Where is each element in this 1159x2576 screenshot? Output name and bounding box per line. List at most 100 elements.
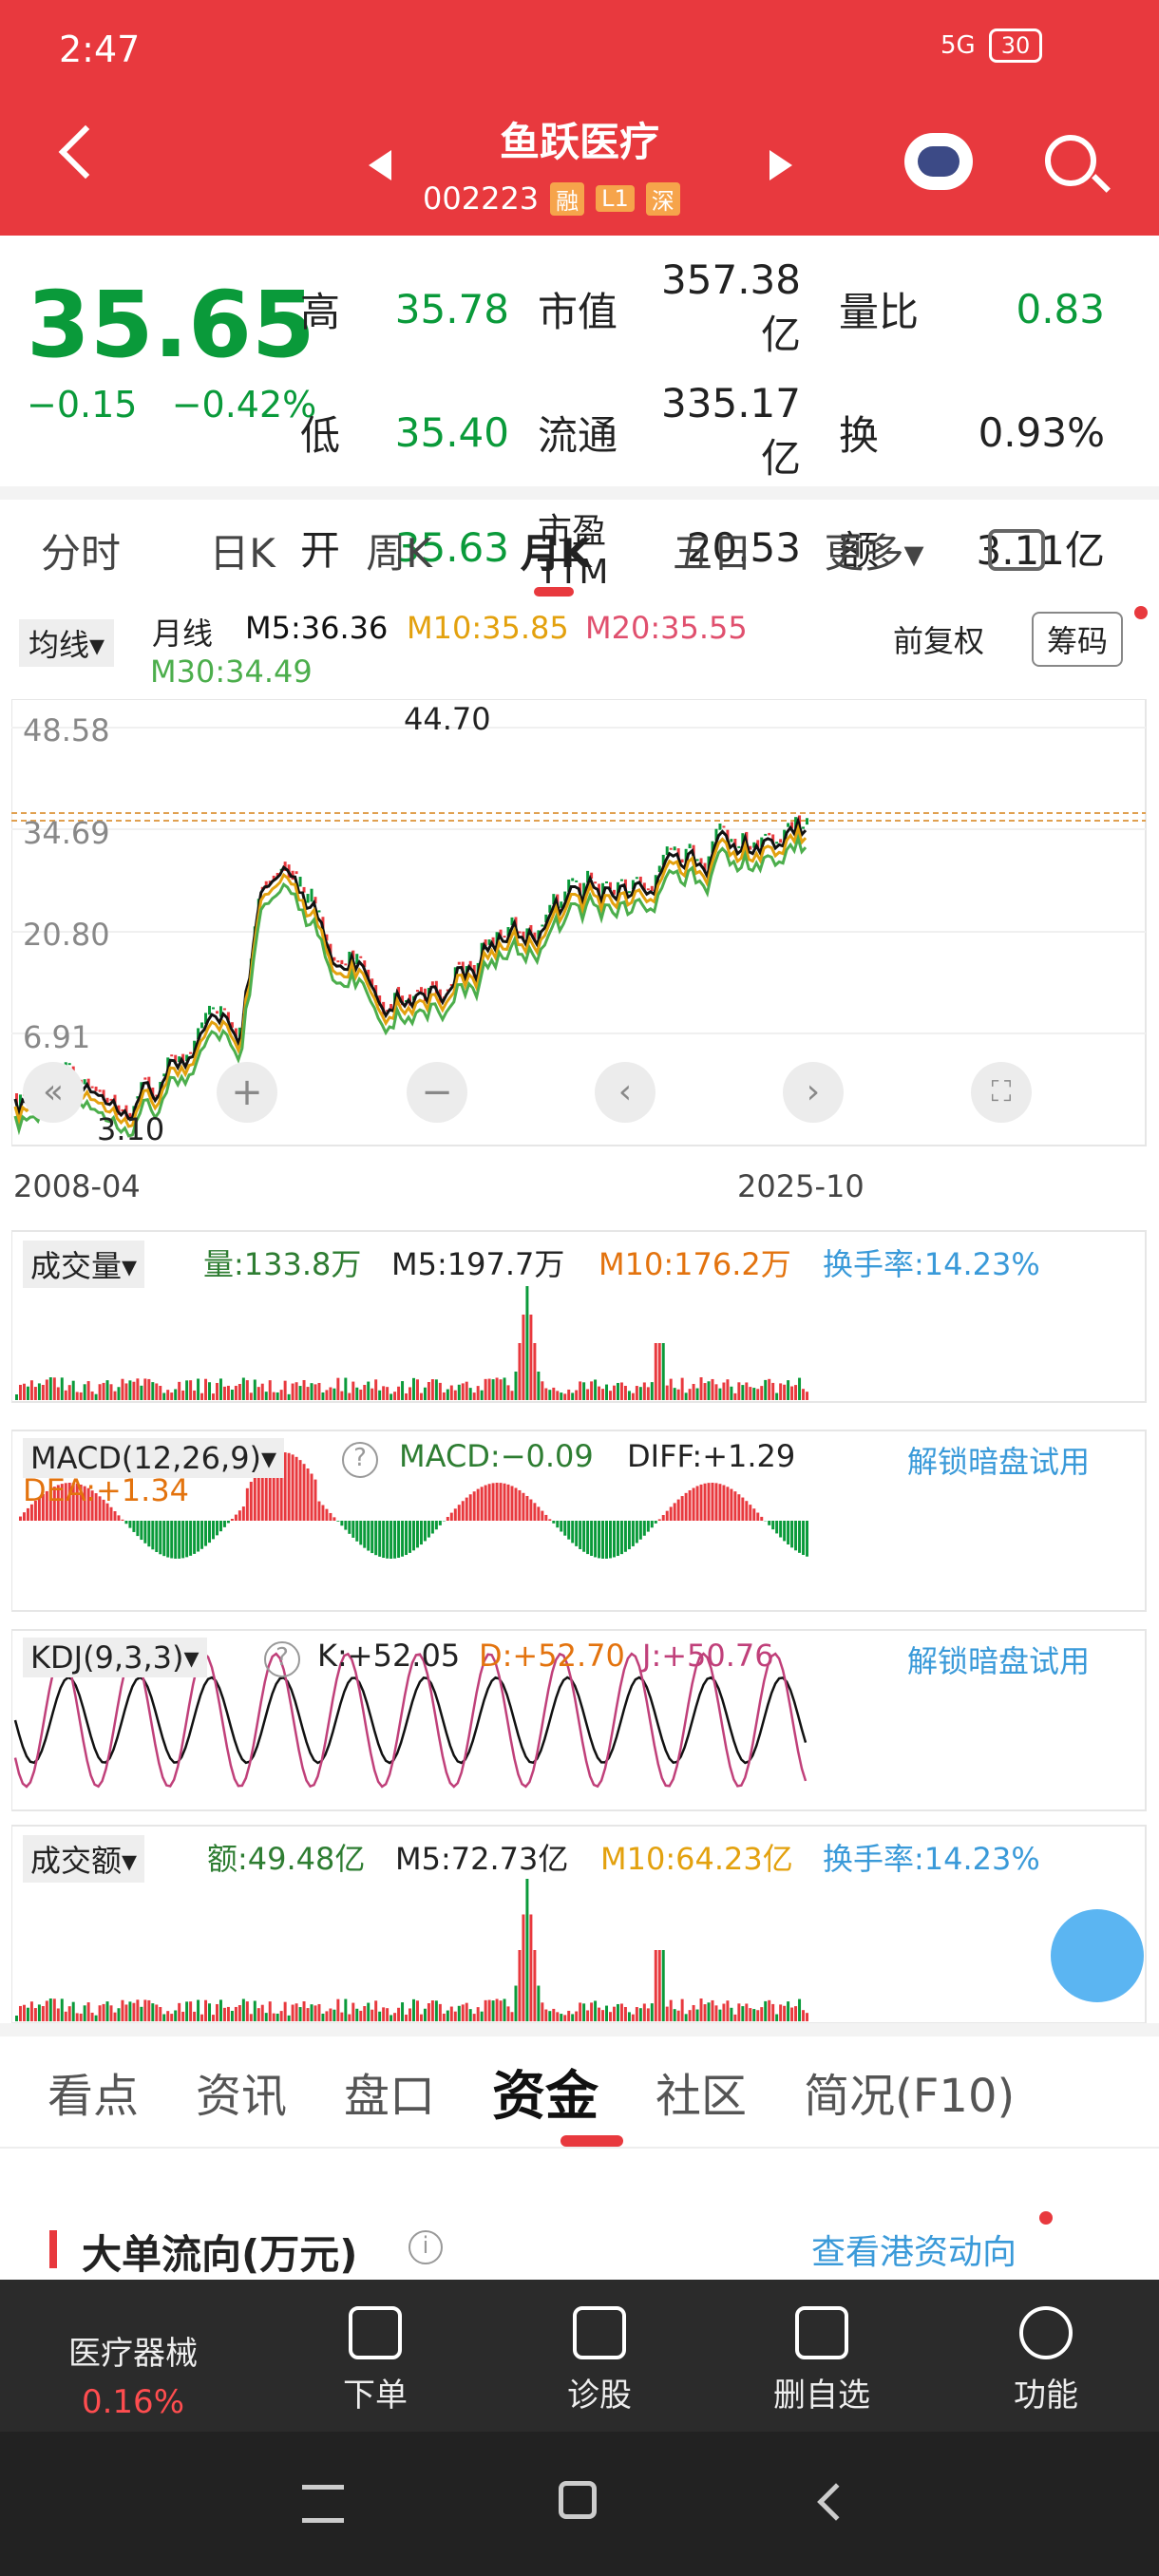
zoom-in-button[interactable]: + — [217, 1062, 277, 1123]
bar — [476, 1386, 480, 1400]
macd-bar — [238, 1510, 241, 1521]
tab-capital[interactable]: 资金 — [492, 2065, 599, 2128]
tab-intraday[interactable]: 分时 — [40, 529, 121, 577]
macd-bar — [200, 1521, 204, 1549]
remove-watchlist-button[interactable]: 删自选 — [760, 2306, 884, 2415]
candle — [170, 1054, 174, 1057]
macd-bar — [525, 1495, 529, 1521]
bar — [692, 2004, 695, 2021]
bar — [794, 2006, 798, 2021]
bar — [673, 1388, 676, 1400]
candle — [586, 870, 590, 883]
system-back-button[interactable] — [817, 2483, 855, 2521]
stat-label: 流通 — [538, 411, 618, 459]
candle — [178, 1056, 181, 1063]
tag-market: 深 — [645, 181, 680, 216]
scroll-left-button[interactable]: « — [23, 1062, 84, 1123]
macd-bar — [806, 1521, 808, 1557]
bar — [67, 2006, 71, 2021]
chip-button[interactable]: 筹码 — [1032, 612, 1124, 667]
bar — [730, 2007, 733, 2021]
candle — [185, 1054, 189, 1061]
macd-bar — [374, 1521, 378, 1556]
ma-selector[interactable]: 均线▾ — [19, 619, 115, 667]
bar — [510, 1391, 514, 1400]
search-icon[interactable] — [1045, 135, 1096, 186]
bar — [332, 1388, 336, 1400]
bar — [56, 2008, 60, 2021]
vol-selector[interactable]: 成交量▾ — [23, 1241, 145, 1288]
home-button[interactable] — [559, 2481, 597, 2519]
candle — [102, 1089, 105, 1101]
bar — [495, 1998, 499, 2021]
macd-bar — [491, 1483, 495, 1521]
macd-bar — [352, 1521, 355, 1538]
bar — [298, 1386, 302, 1400]
tab-weekly[interactable]: 周K — [366, 529, 432, 577]
bar — [386, 1387, 390, 1400]
bar — [487, 1378, 491, 1400]
macd-bar — [703, 1483, 707, 1521]
tab-news[interactable]: 资讯 — [196, 2070, 288, 2123]
macd-bar — [541, 1510, 544, 1521]
tab-community[interactable]: 社区 — [656, 2070, 748, 2123]
prev-stock-button[interactable] — [369, 150, 391, 180]
macd-bar — [401, 1521, 405, 1557]
function-button[interactable]: 功能 — [984, 2306, 1108, 2415]
macd-bar — [480, 1487, 484, 1521]
prev-button[interactable]: ‹ — [595, 1062, 656, 1123]
bar — [245, 2001, 249, 2021]
kdj-unlock-link[interactable]: 解锁暗盘试用 — [907, 1643, 1091, 1679]
settings-icon[interactable] — [988, 529, 1045, 571]
macd-bar — [503, 1483, 506, 1521]
bar — [98, 2005, 102, 2021]
bar — [548, 2011, 552, 2021]
bar — [623, 2006, 627, 2021]
macd-bar — [487, 1484, 491, 1521]
tab-highlights[interactable]: 看点 — [48, 2070, 140, 2123]
next-stock-button[interactable] — [770, 150, 792, 180]
fullscreen-icon[interactable]: ⛶ — [971, 1062, 1032, 1123]
tab-orderbook[interactable]: 盘口 — [344, 2070, 436, 2123]
diagnose-button[interactable]: 诊股 — [538, 2306, 661, 2415]
amount-selector[interactable]: 成交额▾ — [23, 1835, 145, 1883]
bar — [461, 1383, 465, 1400]
assistant-robot-icon[interactable] — [904, 133, 973, 190]
bar — [268, 1380, 272, 1400]
info-icon[interactable]: i — [408, 2230, 443, 2264]
candle — [783, 829, 787, 841]
tab-more[interactable]: 更多▾ — [824, 529, 924, 577]
help-icon[interactable]: ? — [342, 1442, 378, 1478]
kdj-d: D:+52.70 — [479, 1638, 625, 1674]
bar — [140, 2006, 143, 2021]
macd-unlock-link[interactable]: 解锁暗盘试用 — [907, 1444, 1091, 1480]
macd-bar — [382, 1521, 386, 1559]
order-button[interactable]: 下单 — [314, 2306, 437, 2415]
kdj-selector[interactable]: KDJ(9,3,3)▾ — [23, 1638, 207, 1677]
zoom-out-button[interactable]: − — [407, 1062, 467, 1123]
hk-flow-link[interactable]: 查看港资动向 — [811, 2233, 1017, 2272]
lightbulb-icon[interactable] — [1051, 1909, 1144, 2002]
tab-monthly[interactable]: 月K — [520, 529, 592, 577]
bar — [306, 1387, 310, 1400]
macd-bar — [241, 1506, 245, 1521]
tab-profile[interactable]: 简况(F10) — [804, 2070, 1016, 2123]
bar — [71, 2001, 75, 2021]
help-icon[interactable]: ? — [264, 1641, 300, 1677]
candle — [162, 1073, 166, 1077]
bar — [745, 2003, 749, 2021]
tab-daily[interactable]: 日K — [209, 529, 276, 577]
recent-apps-button[interactable] — [302, 2485, 344, 2523]
macd-bar — [438, 1521, 442, 1525]
next-button[interactable]: › — [783, 1062, 844, 1123]
bar — [707, 2002, 711, 2021]
adjust-mode[interactable]: 前复权 — [893, 623, 985, 659]
sector-button[interactable]: 医疗器械 0.16% — [38, 2327, 228, 2421]
macd-selector[interactable]: MACD(12,26,9)▾ — [23, 1438, 285, 1478]
bar — [359, 1389, 363, 1400]
macd-bar — [279, 1452, 283, 1521]
candle — [419, 987, 423, 994]
signal-icon: 5G — [940, 31, 976, 60]
tab-fiveday[interactable]: 五日 — [672, 529, 752, 577]
candle — [541, 924, 544, 927]
